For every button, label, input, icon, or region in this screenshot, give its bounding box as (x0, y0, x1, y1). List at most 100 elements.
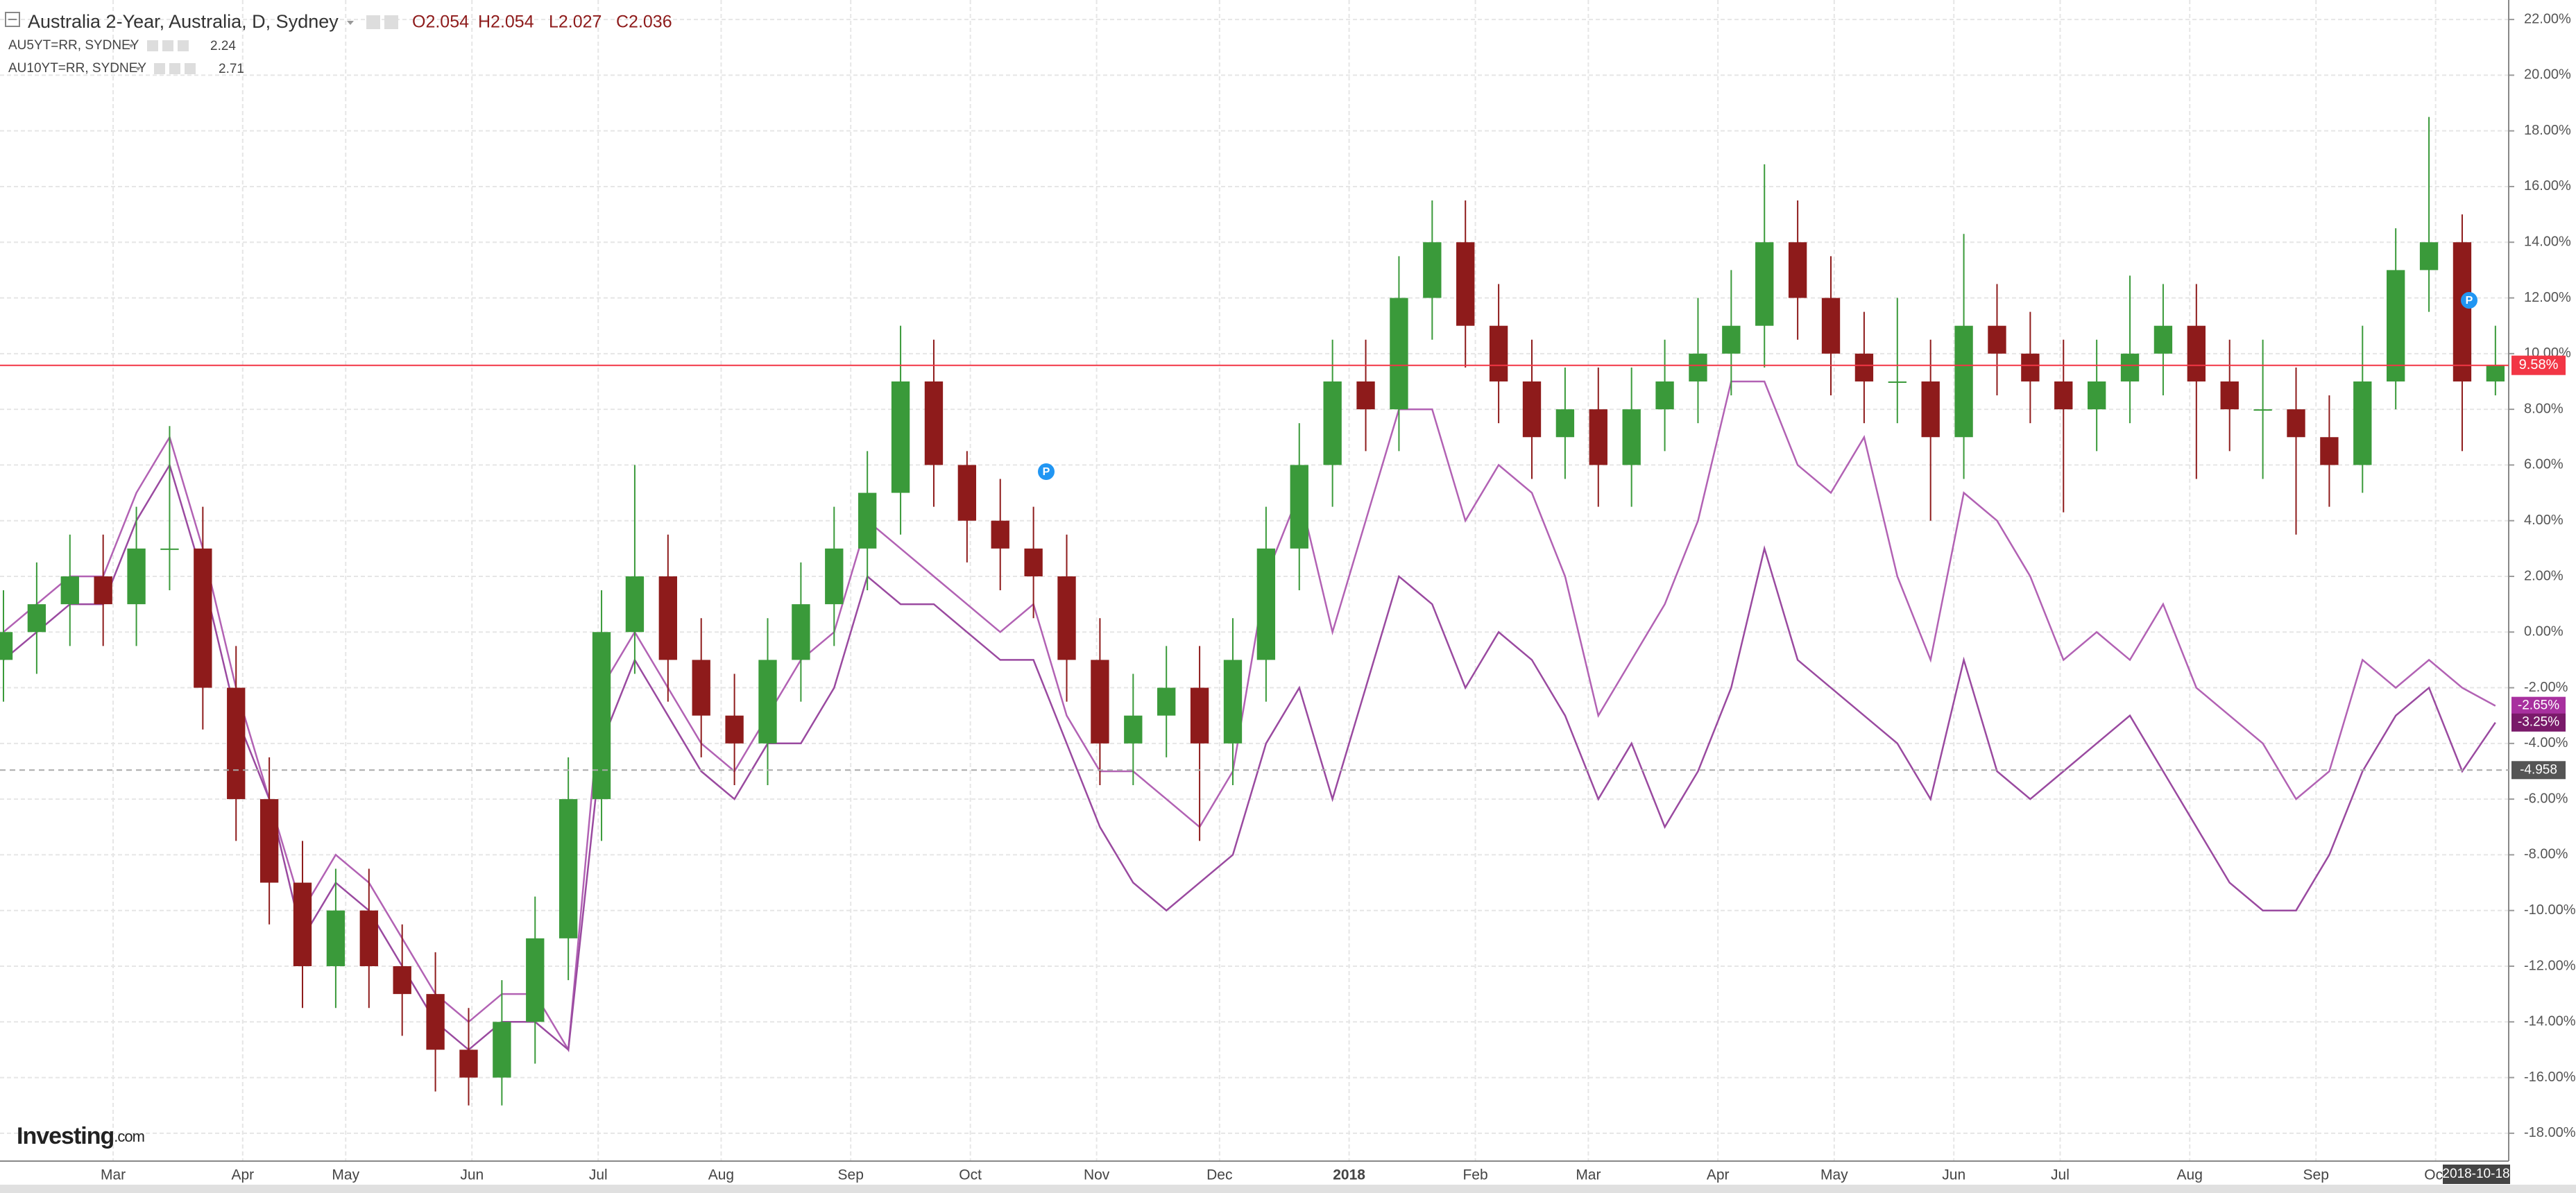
candle-body (1888, 381, 1907, 383)
y-tick-label: -18.00% (2524, 1125, 2576, 1140)
legend-name: AU5YT=RR, SYDNEY (8, 38, 139, 53)
candle-body (792, 604, 810, 660)
line-series (3, 380, 2496, 1053)
event-marker[interactable] (1038, 463, 1055, 480)
settings-icon[interactable] (178, 40, 189, 51)
dropdown-arrow[interactable] (128, 44, 134, 48)
y-tick-label: -6.00% (2524, 791, 2568, 806)
y-tick-label: 2.00% (2524, 568, 2564, 583)
candle-body (359, 910, 378, 966)
candle-body (1190, 687, 1209, 744)
y-tick-label: 6.00% (2524, 457, 2564, 472)
settings-icon[interactable] (185, 63, 196, 74)
y-tick-label: 22.00% (2524, 11, 2571, 26)
candle-body (1256, 548, 1276, 660)
candle-body (1091, 660, 1109, 744)
event-marker-label: P (1043, 466, 1050, 478)
candle-body (2353, 381, 2372, 465)
logo-main: Investing (17, 1123, 114, 1149)
candle-body (2120, 353, 2140, 381)
y-tick-label: -12.00% (2524, 958, 2576, 973)
candle-body (2153, 325, 2173, 354)
candle-body (1821, 298, 1841, 354)
y-tick-label: 14.00% (2524, 234, 2571, 250)
x-tick-label: Sep (838, 1167, 864, 1183)
candle-body (2220, 381, 2239, 410)
settings-icon[interactable] (384, 15, 398, 29)
candle-body (2021, 353, 2040, 381)
candle-body (891, 381, 910, 493)
y-tick-label: 18.00% (2524, 123, 2571, 138)
event-marker[interactable] (2461, 292, 2477, 309)
x-tick-label: May (332, 1167, 359, 1183)
event-marker-label: P (2466, 295, 2473, 307)
y-tick-label: -8.00% (2524, 847, 2568, 862)
y-tick-label: 0.00% (2524, 624, 2564, 640)
dropdown-arrow[interactable] (135, 67, 141, 71)
line-series (3, 463, 2496, 1052)
candle-body (1489, 325, 1508, 381)
last-value-label: -3.25% (2518, 715, 2559, 730)
candle-body (1390, 298, 1408, 410)
candle-body (991, 520, 1009, 549)
last-value-box (2511, 696, 2566, 715)
candle-body (160, 548, 179, 550)
x-tick-label: Apr (1707, 1167, 1730, 1183)
crosshair-label: -4.958 (2520, 762, 2557, 777)
candle-body (2386, 270, 2405, 381)
logo-suffix: .com (114, 1128, 144, 1145)
candle-body (1124, 715, 1143, 744)
x-tick-label: Oct (2424, 1167, 2447, 1183)
candle-body (0, 632, 13, 660)
candle-body (924, 381, 944, 465)
candle-body (1423, 242, 1442, 298)
candle-body (1988, 325, 2006, 354)
candle-body (2054, 381, 2073, 410)
candle-body (858, 492, 877, 549)
candle-body (326, 910, 346, 966)
settings-icon[interactable] (154, 63, 165, 74)
candle-body (2187, 325, 2206, 381)
candle-body (1788, 242, 1807, 298)
x-tick-label: 2018 (1333, 1167, 1365, 1183)
x-tick-label: Apr (231, 1167, 254, 1183)
x-tick-label: Aug (708, 1167, 734, 1183)
last-value-label: -2.65% (2518, 698, 2559, 713)
candle-body (1589, 409, 1607, 465)
candle-body (1921, 381, 1940, 438)
candle-body (957, 465, 977, 521)
price-label: 9.58% (2519, 357, 2559, 372)
candle-body (426, 994, 445, 1050)
candle-body (1024, 548, 1043, 576)
ohlc-open: O2.054 (412, 12, 469, 32)
x-tick-label: Jul (589, 1167, 608, 1183)
candle-body (725, 715, 744, 744)
ohlc-close: C2.036 (616, 12, 672, 32)
y-tick-label: 4.00% (2524, 513, 2564, 528)
x-tick-label: Feb (1462, 1167, 1487, 1183)
candle-body (558, 799, 578, 938)
candle-body (1689, 353, 1707, 381)
dropdown-arrow[interactable] (347, 21, 354, 25)
candle-body (2087, 381, 2106, 410)
candle-body (27, 604, 46, 633)
settings-icon[interactable] (169, 63, 180, 74)
settings-icon[interactable] (147, 40, 158, 51)
collapse-icon[interactable] (5, 12, 20, 27)
candle-body (1223, 660, 1243, 744)
settings-icon[interactable] (162, 40, 173, 51)
x-tick-label: Jun (1942, 1167, 1965, 1183)
candle-body (825, 548, 844, 605)
candle-body (625, 576, 645, 633)
y-tick-label: 8.00% (2524, 401, 2564, 416)
candle-body (1456, 242, 1475, 326)
settings-icon[interactable] (366, 15, 380, 29)
candle-body (94, 576, 112, 605)
candle-body (1290, 465, 1308, 549)
y-tick-label: -2.00% (2524, 680, 2568, 695)
candle-body (259, 799, 279, 883)
candle-body (393, 965, 411, 995)
y-tick-label: -14.00% (2524, 1014, 2576, 1029)
cursor-date: 2018-10-18 (2442, 1167, 2509, 1181)
y-tick-label: 16.00% (2524, 178, 2571, 194)
